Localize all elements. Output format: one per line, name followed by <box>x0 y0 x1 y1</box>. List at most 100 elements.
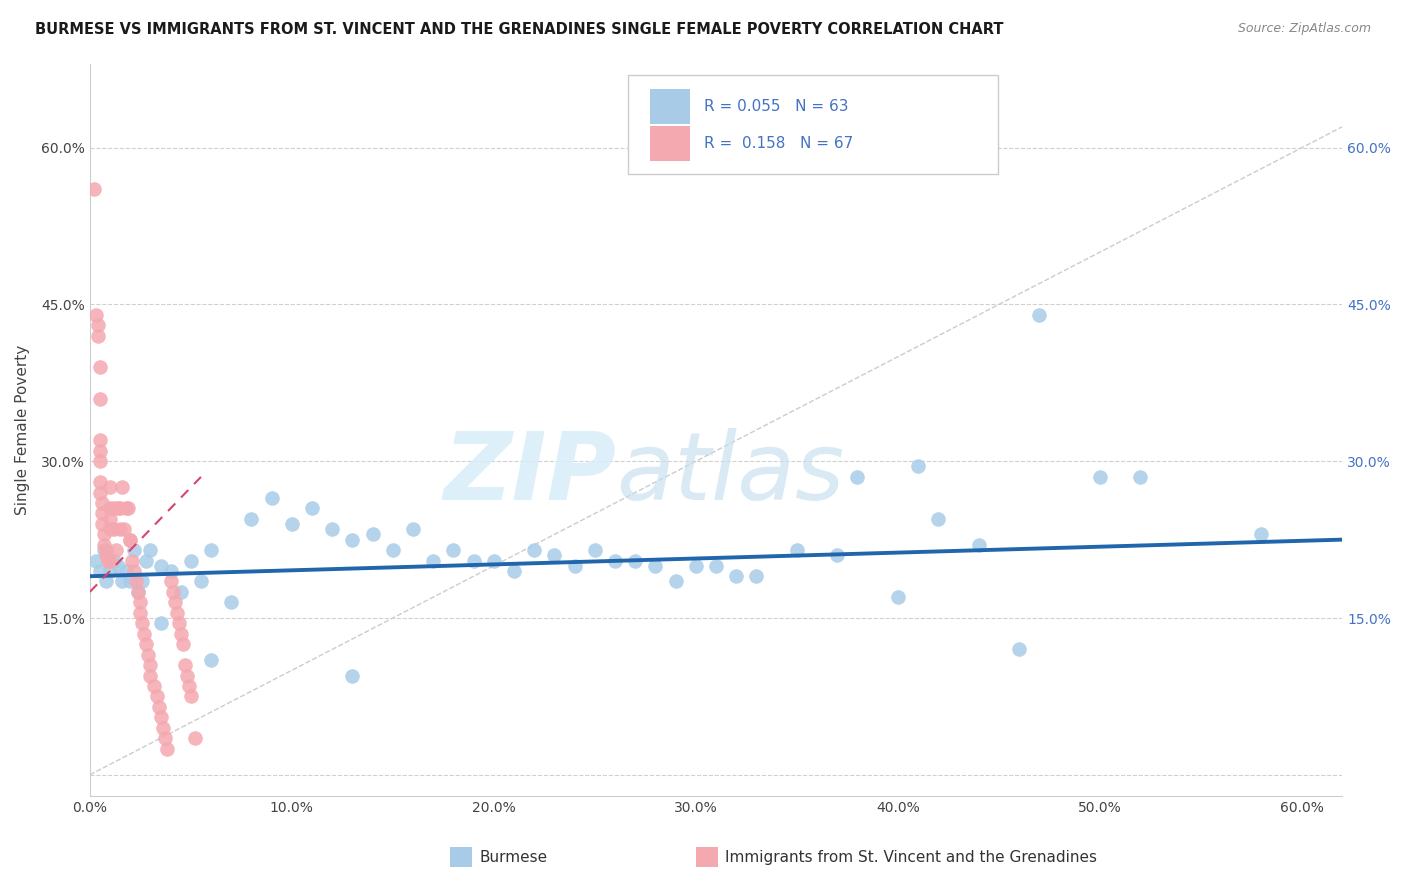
Point <box>200 543 222 558</box>
Point <box>155 741 177 756</box>
Point <box>176 668 198 682</box>
Point <box>402 522 425 536</box>
Point <box>103 501 125 516</box>
Point <box>523 543 546 558</box>
Point <box>153 731 176 746</box>
Point <box>825 549 848 563</box>
Point <box>91 496 114 510</box>
Point <box>1129 470 1152 484</box>
Point <box>180 553 202 567</box>
Point <box>381 543 404 558</box>
Y-axis label: Single Female Poverty: Single Female Poverty <box>15 344 30 515</box>
Point <box>139 543 162 558</box>
Point <box>1088 470 1111 484</box>
Point <box>152 721 174 735</box>
Point <box>131 616 153 631</box>
Point <box>725 569 748 583</box>
Point <box>83 182 105 196</box>
Point <box>907 459 929 474</box>
Point <box>463 553 485 567</box>
Point <box>170 626 193 640</box>
Point <box>117 501 139 516</box>
Text: BURMESE VS IMMIGRANTS FROM ST. VINCENT AND THE GRENADINES SINGLE FEMALE POVERTY : BURMESE VS IMMIGRANTS FROM ST. VINCENT A… <box>35 22 1004 37</box>
Point <box>685 558 707 573</box>
Point <box>482 553 505 567</box>
Text: atlas: atlas <box>616 428 844 519</box>
Point <box>967 538 990 552</box>
Point <box>745 569 768 583</box>
Point <box>167 616 190 631</box>
Point <box>108 522 131 536</box>
Point <box>139 658 162 673</box>
Point <box>115 501 138 516</box>
Point <box>170 585 193 599</box>
Point <box>846 470 869 484</box>
Point <box>603 553 626 567</box>
Point <box>93 527 115 541</box>
Point <box>103 553 125 567</box>
Point <box>149 558 172 573</box>
Point <box>342 668 364 682</box>
Point <box>177 679 200 693</box>
Point <box>97 553 120 567</box>
Point <box>98 480 121 494</box>
Point <box>135 553 157 567</box>
Point <box>91 507 114 521</box>
Point <box>1250 527 1272 541</box>
Point <box>89 564 111 578</box>
Text: Burmese: Burmese <box>479 850 547 864</box>
Point <box>94 543 117 558</box>
Text: R = 0.055   N = 63: R = 0.055 N = 63 <box>703 99 848 114</box>
Point <box>149 710 172 724</box>
Point <box>148 699 170 714</box>
FancyBboxPatch shape <box>650 89 690 124</box>
Point <box>704 558 727 573</box>
Point <box>543 549 565 563</box>
Point <box>342 533 364 547</box>
Point <box>107 501 129 516</box>
Point <box>98 553 121 567</box>
FancyBboxPatch shape <box>628 75 998 174</box>
Point <box>159 564 181 578</box>
Point <box>129 606 152 620</box>
Point <box>129 595 152 609</box>
Point <box>93 543 115 558</box>
Point <box>111 574 134 589</box>
Point <box>121 553 143 567</box>
Point <box>173 658 195 673</box>
Point <box>127 585 149 599</box>
Point <box>87 318 110 333</box>
Point <box>125 574 148 589</box>
Point <box>91 516 114 531</box>
Point <box>503 564 526 578</box>
Point <box>240 512 263 526</box>
Point <box>260 491 283 505</box>
Point <box>361 527 384 541</box>
Text: ZIP: ZIP <box>443 428 616 520</box>
Text: Immigrants from St. Vincent and the Grenadines: Immigrants from St. Vincent and the Gren… <box>725 850 1098 864</box>
Point <box>1028 308 1050 322</box>
Point <box>120 574 142 589</box>
Point <box>89 475 111 490</box>
Point <box>89 360 111 375</box>
Text: Source: ZipAtlas.com: Source: ZipAtlas.com <box>1237 22 1371 36</box>
Point <box>927 512 949 526</box>
Point <box>84 553 107 567</box>
Point <box>108 501 131 516</box>
Point <box>163 595 186 609</box>
Point <box>138 648 160 662</box>
Point <box>135 637 157 651</box>
Point <box>98 522 121 536</box>
Point <box>124 564 146 578</box>
Point <box>127 585 149 599</box>
Point <box>84 308 107 322</box>
Point <box>134 626 156 640</box>
Point <box>624 553 647 567</box>
Point <box>124 543 146 558</box>
Point <box>94 549 117 563</box>
Point <box>89 434 111 448</box>
Point <box>422 553 444 567</box>
Point <box>112 522 135 536</box>
Point <box>281 516 304 531</box>
Point <box>98 512 121 526</box>
